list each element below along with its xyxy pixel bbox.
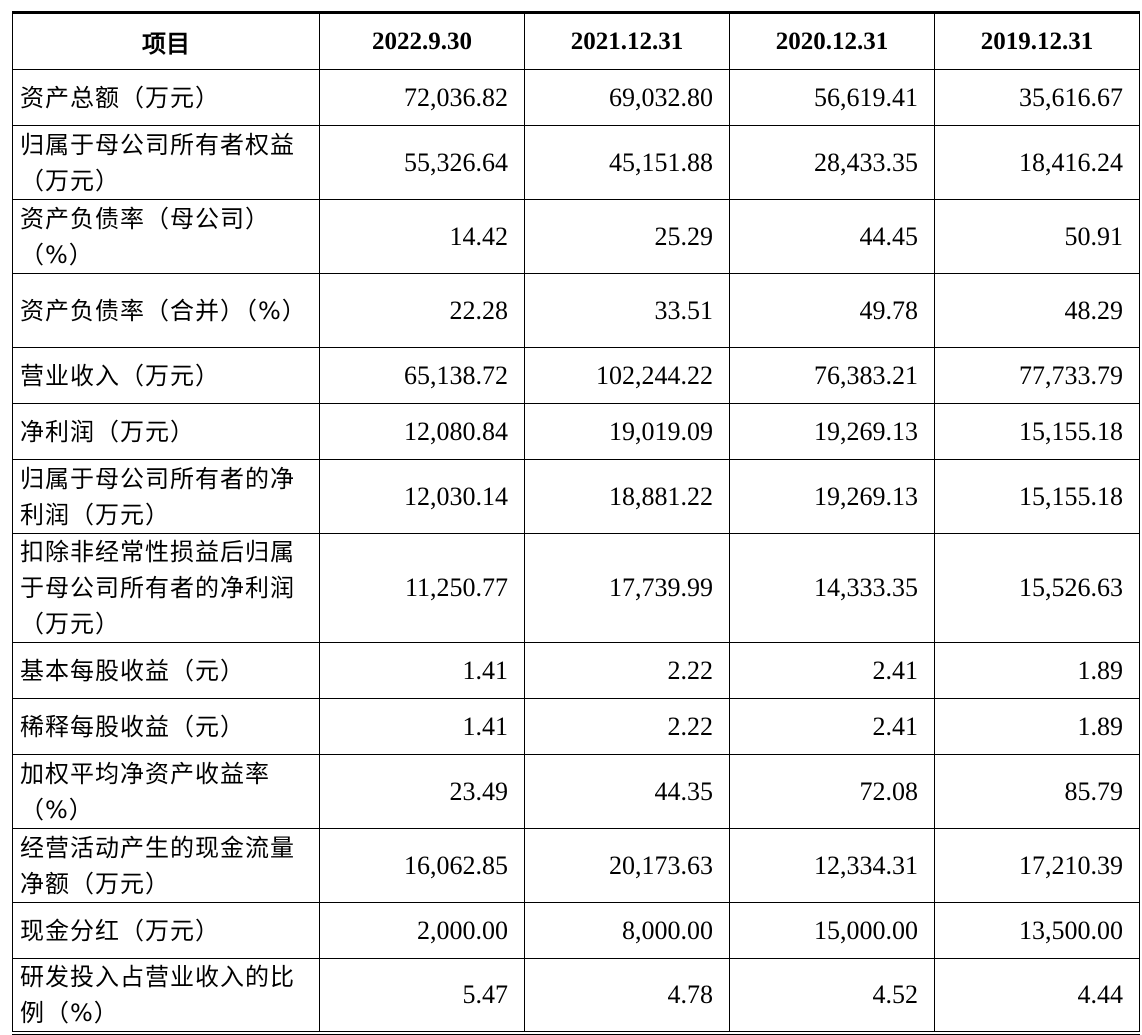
cell-value: 44.45 — [729, 199, 935, 274]
cell-value: 18,416.24 — [934, 125, 1140, 200]
cell-value: 1.89 — [934, 642, 1140, 699]
cell-value: 44.35 — [524, 754, 730, 829]
table-row: 扣除非经常性损益后归属于母公司所有者的净利润（万元） 11,250.77 17,… — [12, 533, 1140, 643]
row-label: 归属于母公司所有者的净利润（万元） — [12, 459, 320, 534]
cell-value: 12,334.31 — [729, 828, 935, 903]
cell-value: 14.42 — [319, 199, 525, 274]
header-row: 项目 2022.9.30 2021.12.31 2020.12.31 2019.… — [12, 11, 1140, 70]
cell-value: 50.91 — [934, 199, 1140, 274]
cell-value: 8,000.00 — [524, 902, 730, 959]
cell-value: 11,250.77 — [319, 533, 525, 643]
cell-value: 19,019.09 — [524, 403, 730, 460]
cell-value: 49.78 — [729, 273, 935, 348]
cell-value: 15,155.18 — [934, 403, 1140, 460]
table-row: 加权平均净资产收益率（%） 23.49 44.35 72.08 85.79 — [12, 754, 1140, 829]
cell-value: 22.28 — [319, 273, 525, 348]
table-row: 基本每股收益（元） 1.41 2.22 2.41 1.89 — [12, 642, 1140, 699]
cell-value: 23.49 — [319, 754, 525, 829]
cell-value: 1.41 — [319, 698, 525, 755]
row-label: 稀释每股收益（元） — [12, 698, 320, 755]
cell-value: 20,173.63 — [524, 828, 730, 903]
cell-value: 102,244.22 — [524, 347, 730, 404]
row-label: 资产总额（万元） — [12, 69, 320, 126]
cell-value: 48.29 — [934, 273, 1140, 348]
cell-value: 76,383.21 — [729, 347, 935, 404]
row-label: 经营活动产生的现金流量净额（万元） — [12, 828, 320, 903]
header-2022-9-30: 2022.9.30 — [319, 11, 525, 70]
table-row: 资产负债率（合并）（%） 22.28 33.51 49.78 48.29 — [12, 273, 1140, 348]
header-2021-12-31: 2021.12.31 — [524, 11, 730, 70]
row-label: 基本每股收益（元） — [12, 642, 320, 699]
cell-value: 5.47 — [319, 958, 525, 1035]
cell-value: 15,526.63 — [934, 533, 1140, 643]
table-row: 稀释每股收益（元） 1.41 2.22 2.41 1.89 — [12, 698, 1140, 755]
cell-value: 56,619.41 — [729, 69, 935, 126]
header-item: 项目 — [12, 11, 320, 70]
cell-value: 1.89 — [934, 698, 1140, 755]
table-row: 归属于母公司所有者的净利润（万元） 12,030.14 18,881.22 19… — [12, 459, 1140, 534]
cell-value: 13,500.00 — [934, 902, 1140, 959]
cell-value: 18,881.22 — [524, 459, 730, 534]
cell-value: 15,155.18 — [934, 459, 1140, 534]
cell-value: 2.41 — [729, 642, 935, 699]
cell-value: 12,030.14 — [319, 459, 525, 534]
cell-value: 25.29 — [524, 199, 730, 274]
cell-value: 77,733.79 — [934, 347, 1140, 404]
cell-value: 15,000.00 — [729, 902, 935, 959]
cell-value: 17,739.99 — [524, 533, 730, 643]
table-row: 经营活动产生的现金流量净额（万元） 16,062.85 20,173.63 12… — [12, 828, 1140, 903]
table-row: 净利润（万元） 12,080.84 19,019.09 19,269.13 15… — [12, 403, 1140, 460]
cell-value: 72.08 — [729, 754, 935, 829]
cell-value: 2.41 — [729, 698, 935, 755]
table-row: 资产负债率（母公司）（%） 14.42 25.29 44.45 50.91 — [12, 199, 1140, 274]
table-row: 归属于母公司所有者权益（万元） 55,326.64 45,151.88 28,4… — [12, 125, 1140, 200]
row-label: 加权平均净资产收益率（%） — [12, 754, 320, 829]
cell-value: 4.78 — [524, 958, 730, 1035]
table-row: 现金分红（万元） 2,000.00 8,000.00 15,000.00 13,… — [12, 902, 1140, 959]
cell-value: 45,151.88 — [524, 125, 730, 200]
cell-value: 72,036.82 — [319, 69, 525, 126]
table-row: 研发投入占营业收入的比例（%） 5.47 4.78 4.52 4.44 — [12, 958, 1140, 1035]
cell-value: 16,062.85 — [319, 828, 525, 903]
cell-value: 1.41 — [319, 642, 525, 699]
cell-value: 4.52 — [729, 958, 935, 1035]
cell-value: 28,433.35 — [729, 125, 935, 200]
cell-value: 2.22 — [524, 642, 730, 699]
row-label: 净利润（万元） — [12, 403, 320, 460]
cell-value: 69,032.80 — [524, 69, 730, 126]
cell-value: 2.22 — [524, 698, 730, 755]
cell-value: 19,269.13 — [729, 403, 935, 460]
cell-value: 35,616.67 — [934, 69, 1140, 126]
cell-value: 4.44 — [934, 958, 1140, 1035]
cell-value: 17,210.39 — [934, 828, 1140, 903]
cell-value: 55,326.64 — [319, 125, 525, 200]
row-label: 资产负债率（母公司）（%） — [12, 199, 320, 274]
cell-value: 14,333.35 — [729, 533, 935, 643]
row-label: 营业收入（万元） — [12, 347, 320, 404]
header-2019-12-31: 2019.12.31 — [934, 11, 1140, 70]
table-row: 营业收入（万元） 65,138.72 102,244.22 76,383.21 … — [12, 347, 1140, 404]
table-row: 资产总额（万元） 72,036.82 69,032.80 56,619.41 3… — [12, 69, 1140, 126]
cell-value: 2,000.00 — [319, 902, 525, 959]
row-label: 扣除非经常性损益后归属于母公司所有者的净利润（万元） — [12, 533, 320, 643]
row-label: 归属于母公司所有者权益（万元） — [12, 125, 320, 200]
cell-value: 65,138.72 — [319, 347, 525, 404]
header-2020-12-31: 2020.12.31 — [729, 11, 935, 70]
cell-value: 19,269.13 — [729, 459, 935, 534]
financial-data-table: 项目 2022.9.30 2021.12.31 2020.12.31 2019.… — [12, 11, 1140, 1035]
cell-value: 85.79 — [934, 754, 1140, 829]
row-label: 资产负债率（合并）（%） — [12, 273, 320, 348]
row-label: 研发投入占营业收入的比例（%） — [12, 958, 320, 1035]
cell-value: 33.51 — [524, 273, 730, 348]
cell-value: 12,080.84 — [319, 403, 525, 460]
row-label: 现金分红（万元） — [12, 902, 320, 959]
